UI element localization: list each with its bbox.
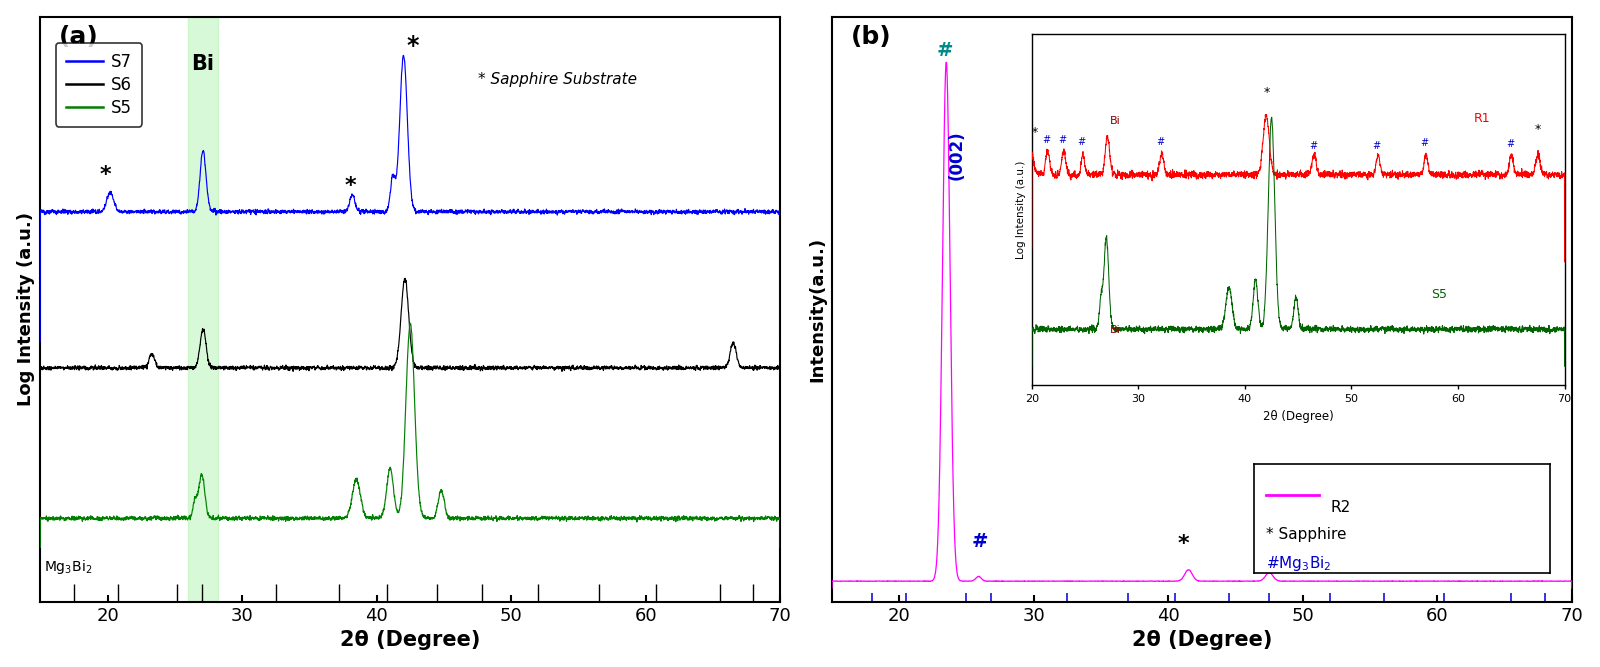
Bar — [189, 17, 218, 602]
Text: * Sapphire Substrate: * Sapphire Substrate — [477, 71, 637, 87]
Text: (004): (004) — [1266, 467, 1280, 512]
Y-axis label: Intensity(a.u.): Intensity(a.u.) — [808, 237, 826, 382]
Text: *: * — [1178, 534, 1189, 554]
Text: *: * — [99, 165, 110, 185]
Text: (b): (b) — [850, 25, 891, 49]
Text: (a): (a) — [59, 25, 99, 49]
Text: *: * — [406, 34, 419, 58]
Legend: S7, S6, S5: S7, S6, S5 — [56, 43, 142, 127]
X-axis label: 2θ (Degree): 2θ (Degree) — [341, 630, 480, 650]
Text: *: * — [344, 176, 355, 196]
Y-axis label: Log Intensity (a.u.): Log Intensity (a.u.) — [16, 212, 35, 406]
X-axis label: 2θ (Degree): 2θ (Degree) — [1131, 630, 1272, 650]
Text: Bi: Bi — [190, 53, 214, 73]
Text: Mg$_3$Bi$_2$: Mg$_3$Bi$_2$ — [45, 558, 93, 576]
Text: #: # — [1259, 535, 1277, 554]
Text: #: # — [938, 41, 954, 60]
Text: (002): (002) — [949, 130, 966, 179]
Text: #: # — [971, 532, 989, 551]
